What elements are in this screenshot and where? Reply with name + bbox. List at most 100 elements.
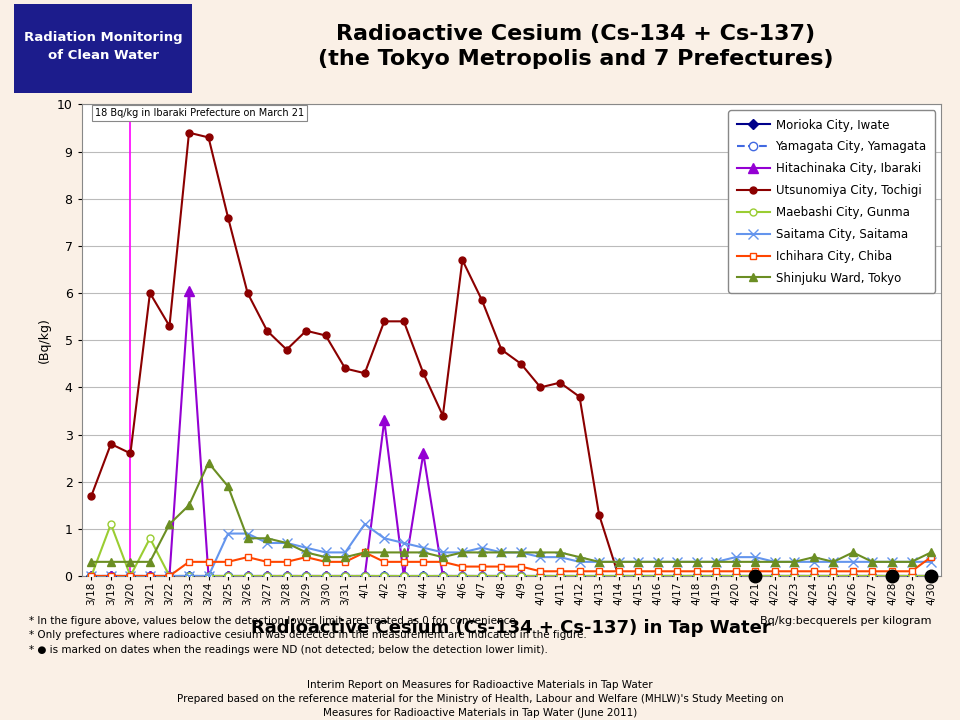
Hitachinaka City, Ibaraki bbox=[106, 572, 117, 580]
Yamagata City, Yamagata bbox=[359, 572, 371, 580]
Saitama City, Saitama bbox=[281, 539, 293, 547]
Utsunomiya City, Tochigi bbox=[242, 289, 253, 297]
Yamagata City, Yamagata bbox=[730, 572, 741, 580]
Maebashi City, Gunma bbox=[378, 572, 390, 580]
Yamagata City, Yamagata bbox=[535, 572, 546, 580]
Morioka City, Iwate bbox=[359, 572, 371, 580]
Shinjuku Ward, Tokyo bbox=[359, 548, 371, 557]
Text: * In the figure above, values below the detection lower limit are treated as 0 f: * In the figure above, values below the … bbox=[29, 616, 587, 655]
Hitachinaka City, Ibaraki bbox=[261, 572, 273, 580]
Maebashi City, Gunma bbox=[808, 572, 820, 580]
Shinjuku Ward, Tokyo bbox=[223, 482, 234, 491]
Shinjuku Ward, Tokyo bbox=[788, 557, 800, 566]
Yamagata City, Yamagata bbox=[223, 572, 234, 580]
Morioka City, Iwate bbox=[808, 572, 820, 580]
Legend: Morioka City, Iwate, Yamagata City, Yamagata, Hitachinaka City, Ibaraki, Utsunom: Morioka City, Iwate, Yamagata City, Yama… bbox=[729, 110, 935, 293]
Hitachinaka City, Ibaraki bbox=[886, 572, 898, 580]
Hitachinaka City, Ibaraki bbox=[516, 572, 527, 580]
Utsunomiya City, Tochigi bbox=[516, 359, 527, 368]
Hitachinaka City, Ibaraki bbox=[359, 572, 371, 580]
Line: Maebashi City, Gunma: Maebashi City, Gunma bbox=[88, 521, 934, 580]
Shinjuku Ward, Tokyo bbox=[886, 557, 898, 566]
Line: Yamagata City, Yamagata: Yamagata City, Yamagata bbox=[87, 572, 935, 580]
Morioka City, Iwate bbox=[925, 572, 937, 580]
Saitama City, Saitama bbox=[886, 557, 898, 566]
Maebashi City, Gunma bbox=[281, 572, 293, 580]
Shinjuku Ward, Tokyo bbox=[554, 548, 565, 557]
Ichihara City, Chiba bbox=[495, 562, 507, 571]
Utsunomiya City, Tochigi bbox=[261, 326, 273, 335]
Hitachinaka City, Ibaraki bbox=[164, 572, 176, 580]
Yamagata City, Yamagata bbox=[476, 572, 488, 580]
Hitachinaka City, Ibaraki bbox=[418, 449, 429, 458]
Maebashi City, Gunma bbox=[223, 572, 234, 580]
Ichihara City, Chiba bbox=[340, 557, 351, 566]
Maebashi City, Gunma bbox=[867, 572, 878, 580]
Hitachinaka City, Ibaraki bbox=[495, 572, 507, 580]
Yamagata City, Yamagata bbox=[398, 572, 410, 580]
Maebashi City, Gunma bbox=[574, 572, 586, 580]
Yamagata City, Yamagata bbox=[340, 572, 351, 580]
Hitachinaka City, Ibaraki bbox=[750, 572, 761, 580]
Morioka City, Iwate bbox=[398, 572, 410, 580]
Ichihara City, Chiba bbox=[905, 567, 917, 575]
Shinjuku Ward, Tokyo bbox=[769, 557, 780, 566]
Morioka City, Iwate bbox=[593, 572, 605, 580]
Saitama City, Saitama bbox=[593, 557, 605, 566]
Utsunomiya City, Tochigi bbox=[554, 378, 565, 387]
Yamagata City, Yamagata bbox=[457, 572, 468, 580]
Maebashi City, Gunma bbox=[437, 572, 448, 580]
Shinjuku Ward, Tokyo bbox=[203, 459, 214, 467]
Ichihara City, Chiba bbox=[710, 567, 722, 575]
Yamagata City, Yamagata bbox=[808, 572, 820, 580]
Morioka City, Iwate bbox=[750, 572, 761, 580]
Ichihara City, Chiba bbox=[203, 557, 214, 566]
Saitama City, Saitama bbox=[223, 529, 234, 538]
Utsunomiya City, Tochigi bbox=[495, 346, 507, 354]
Ichihara City, Chiba bbox=[359, 548, 371, 557]
Utsunomiya City, Tochigi bbox=[281, 346, 293, 354]
Ichihara City, Chiba bbox=[242, 553, 253, 562]
Ichihara City, Chiba bbox=[886, 567, 898, 575]
Hitachinaka City, Ibaraki bbox=[242, 572, 253, 580]
Hitachinaka City, Ibaraki bbox=[281, 572, 293, 580]
Maebashi City, Gunma bbox=[847, 572, 858, 580]
Utsunomiya City, Tochigi bbox=[359, 369, 371, 377]
Shinjuku Ward, Tokyo bbox=[710, 557, 722, 566]
Morioka City, Iwate bbox=[535, 572, 546, 580]
Maebashi City, Gunma bbox=[242, 572, 253, 580]
Shinjuku Ward, Tokyo bbox=[418, 548, 429, 557]
Morioka City, Iwate bbox=[437, 572, 448, 580]
Yamagata City, Yamagata bbox=[418, 572, 429, 580]
Saitama City, Saitama bbox=[418, 544, 429, 552]
Saitama City, Saitama bbox=[535, 553, 546, 562]
Yamagata City, Yamagata bbox=[574, 572, 586, 580]
Shinjuku Ward, Tokyo bbox=[535, 548, 546, 557]
Ichihara City, Chiba bbox=[788, 567, 800, 575]
Morioka City, Iwate bbox=[242, 572, 253, 580]
Morioka City, Iwate bbox=[164, 572, 176, 580]
Ichihara City, Chiba bbox=[691, 567, 703, 575]
Hitachinaka City, Ibaraki bbox=[671, 572, 683, 580]
Morioka City, Iwate bbox=[281, 572, 293, 580]
Maebashi City, Gunma bbox=[457, 572, 468, 580]
Maebashi City, Gunma bbox=[320, 572, 331, 580]
Ichihara City, Chiba bbox=[652, 567, 663, 575]
Hitachinaka City, Ibaraki bbox=[85, 572, 97, 580]
Yamagata City, Yamagata bbox=[750, 572, 761, 580]
Text: Interim Report on Measures for Radioactive Materials in Tap Water
Prepared based: Interim Report on Measures for Radioacti… bbox=[177, 680, 783, 719]
Yamagata City, Yamagata bbox=[203, 572, 214, 580]
Shinjuku Ward, Tokyo bbox=[281, 539, 293, 547]
Morioka City, Iwate bbox=[340, 572, 351, 580]
Ichihara City, Chiba bbox=[808, 567, 820, 575]
Morioka City, Iwate bbox=[457, 572, 468, 580]
Saitama City, Saitama bbox=[730, 553, 741, 562]
Maebashi City, Gunma bbox=[359, 572, 371, 580]
Ichihara City, Chiba bbox=[769, 567, 780, 575]
Yamagata City, Yamagata bbox=[633, 572, 644, 580]
Utsunomiya City, Tochigi bbox=[925, 572, 937, 580]
Utsunomiya City, Tochigi bbox=[476, 296, 488, 305]
Maebashi City, Gunma bbox=[535, 572, 546, 580]
Saitama City, Saitama bbox=[671, 557, 683, 566]
Morioka City, Iwate bbox=[886, 572, 898, 580]
